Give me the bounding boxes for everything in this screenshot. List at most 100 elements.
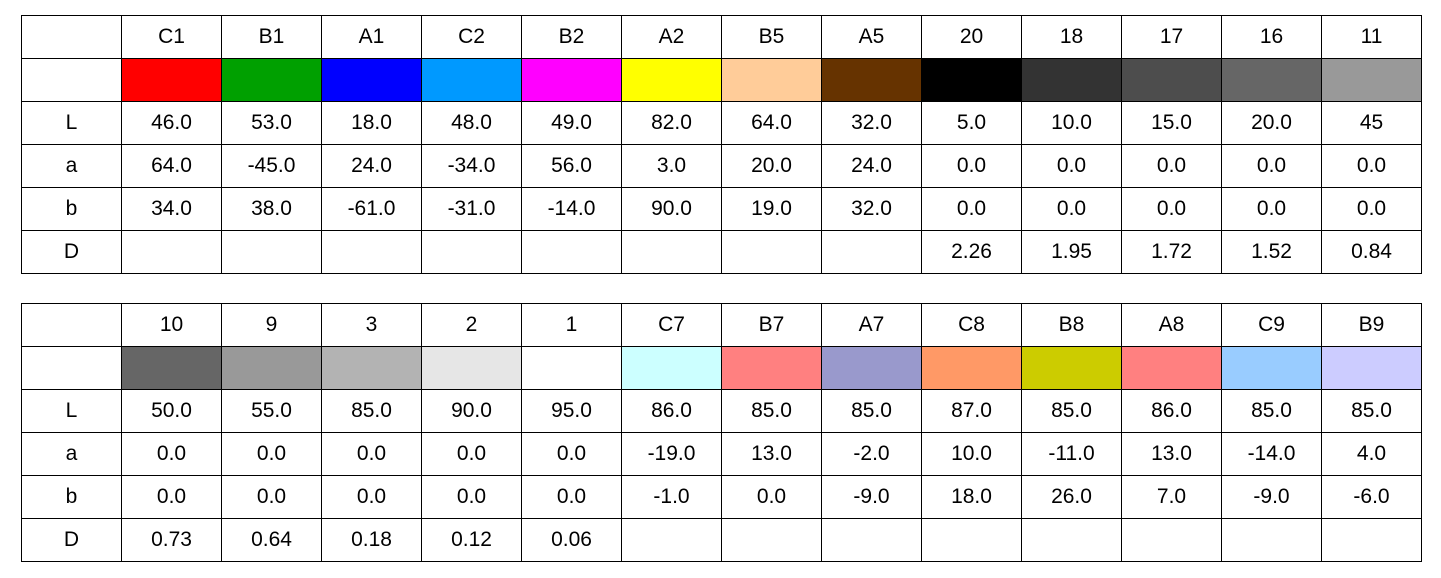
value-cell: 55.0 [221, 389, 322, 433]
value-cell: -2.0 [821, 432, 922, 476]
column-header: C9 [1221, 303, 1322, 347]
value-cell: 48.0 [421, 101, 522, 145]
value-cell: 18.0 [921, 475, 1022, 519]
column-header: B1 [221, 15, 322, 59]
color-swatch [521, 346, 622, 390]
table-row: a 64.0 -45.0 24.0 -34.0 56.0 3.0 20.0 24.0 0.0 0.0… [21, 144, 1422, 188]
column-header: B8 [1021, 303, 1122, 347]
color-swatch [421, 346, 522, 390]
color-lab-table-1: C1 B1 A1 C2 B2 A2 B5 A5 20 18 17 16 11 L 46.0 53.0 18.0 4… [21, 15, 1422, 274]
value-cell: 85.0 [321, 389, 422, 433]
value-cell [121, 230, 222, 274]
value-cell: 13.0 [1121, 432, 1222, 476]
value-cell: -31.0 [421, 187, 522, 231]
value-cell: 53.0 [221, 101, 322, 145]
value-cell: 20.0 [721, 144, 822, 188]
value-cell: 0.0 [1321, 187, 1422, 231]
value-cell: 0.84 [1321, 230, 1422, 274]
column-header: C1 [121, 15, 222, 59]
table-row: a 0.0 0.0 0.0 0.0 0.0 -19.0 13.0 -2.0 10.0 -11.0 13… [21, 432, 1422, 476]
value-cell: 85.0 [821, 389, 922, 433]
column-header: 20 [921, 15, 1022, 59]
column-header: A2 [621, 15, 722, 59]
swatch-row-label [21, 346, 122, 390]
color-swatch [1121, 346, 1222, 390]
color-swatch [621, 58, 722, 102]
value-cell: 10.0 [921, 432, 1022, 476]
column-header: 10 [121, 303, 222, 347]
corner-cell [21, 303, 122, 347]
row-label: b [21, 475, 122, 519]
value-cell: -34.0 [421, 144, 522, 188]
value-cell: -14.0 [521, 187, 622, 231]
color-swatch [821, 346, 922, 390]
color-swatch [321, 346, 422, 390]
table-row: L 50.0 55.0 85.0 90.0 95.0 86.0 85.0 85.0 87.0 85.… [21, 389, 1422, 433]
table-row: L 46.0 53.0 18.0 48.0 49.0 82.0 64.0 32.0 5.0 10.0… [21, 101, 1422, 145]
value-cell: 5.0 [921, 101, 1022, 145]
column-header: B2 [521, 15, 622, 59]
table-row: b 0.0 0.0 0.0 0.0 0.0 -1.0 0.0 -9.0 18.0 26.0 7.0 -9… [21, 475, 1422, 519]
column-header: C2 [421, 15, 522, 59]
color-swatch [821, 58, 922, 102]
value-cell: 0.0 [521, 432, 622, 476]
value-cell: 0.73 [121, 518, 222, 562]
value-cell: -1.0 [621, 475, 722, 519]
column-header: 3 [321, 303, 422, 347]
swatch-row [21, 58, 1422, 102]
column-header: 1 [521, 303, 622, 347]
column-header: 11 [1321, 15, 1422, 59]
column-header: 16 [1221, 15, 1322, 59]
value-cell: 13.0 [721, 432, 822, 476]
value-cell: 24.0 [321, 144, 422, 188]
value-cell: 87.0 [921, 389, 1022, 433]
value-cell: 1.72 [1121, 230, 1222, 274]
value-cell [721, 518, 822, 562]
value-cell: 82.0 [621, 101, 722, 145]
swatch-row [21, 346, 1422, 390]
value-cell: 0.0 [1221, 144, 1322, 188]
value-cell: 34.0 [121, 187, 222, 231]
value-cell: 32.0 [821, 187, 922, 231]
value-cell: 0.0 [1121, 144, 1222, 188]
row-label: a [21, 432, 122, 476]
color-swatch [921, 346, 1022, 390]
column-header: B9 [1321, 303, 1422, 347]
value-cell: 86.0 [621, 389, 722, 433]
value-cell: -9.0 [1221, 475, 1322, 519]
value-cell [1021, 518, 1122, 562]
value-cell: 0.18 [321, 518, 422, 562]
color-swatch [221, 58, 322, 102]
column-header: A7 [821, 303, 922, 347]
value-cell: 0.12 [421, 518, 522, 562]
value-cell [1221, 518, 1322, 562]
value-cell: 0.0 [921, 144, 1022, 188]
value-cell: 0.0 [221, 432, 322, 476]
value-cell: 0.0 [321, 432, 422, 476]
value-cell: 0.0 [921, 187, 1022, 231]
column-header: 17 [1121, 15, 1222, 59]
value-cell: -61.0 [321, 187, 422, 231]
header-row: 10 9 3 2 1 C7 B7 A7 C8 B8 A8 C9 B9 [21, 303, 1422, 347]
corner-cell [21, 15, 122, 59]
value-cell: 90.0 [421, 389, 522, 433]
value-cell: 1.52 [1221, 230, 1322, 274]
value-cell: 4.0 [1321, 432, 1422, 476]
value-cell: 0.06 [521, 518, 622, 562]
header-row: C1 B1 A1 C2 B2 A2 B5 A5 20 18 17 16 11 [21, 15, 1422, 59]
column-header: 18 [1021, 15, 1122, 59]
value-cell: 0.0 [421, 432, 522, 476]
value-cell: 0.0 [521, 475, 622, 519]
value-cell [321, 230, 422, 274]
color-swatch [221, 346, 322, 390]
row-label: b [21, 187, 122, 231]
color-swatch [621, 346, 722, 390]
value-cell: 85.0 [1221, 389, 1322, 433]
color-swatch [321, 58, 422, 102]
value-cell: 0.0 [1221, 187, 1322, 231]
color-swatch [1121, 58, 1222, 102]
value-cell: 95.0 [521, 389, 622, 433]
value-cell: 7.0 [1121, 475, 1222, 519]
value-cell: 18.0 [321, 101, 422, 145]
color-swatch [1221, 346, 1322, 390]
